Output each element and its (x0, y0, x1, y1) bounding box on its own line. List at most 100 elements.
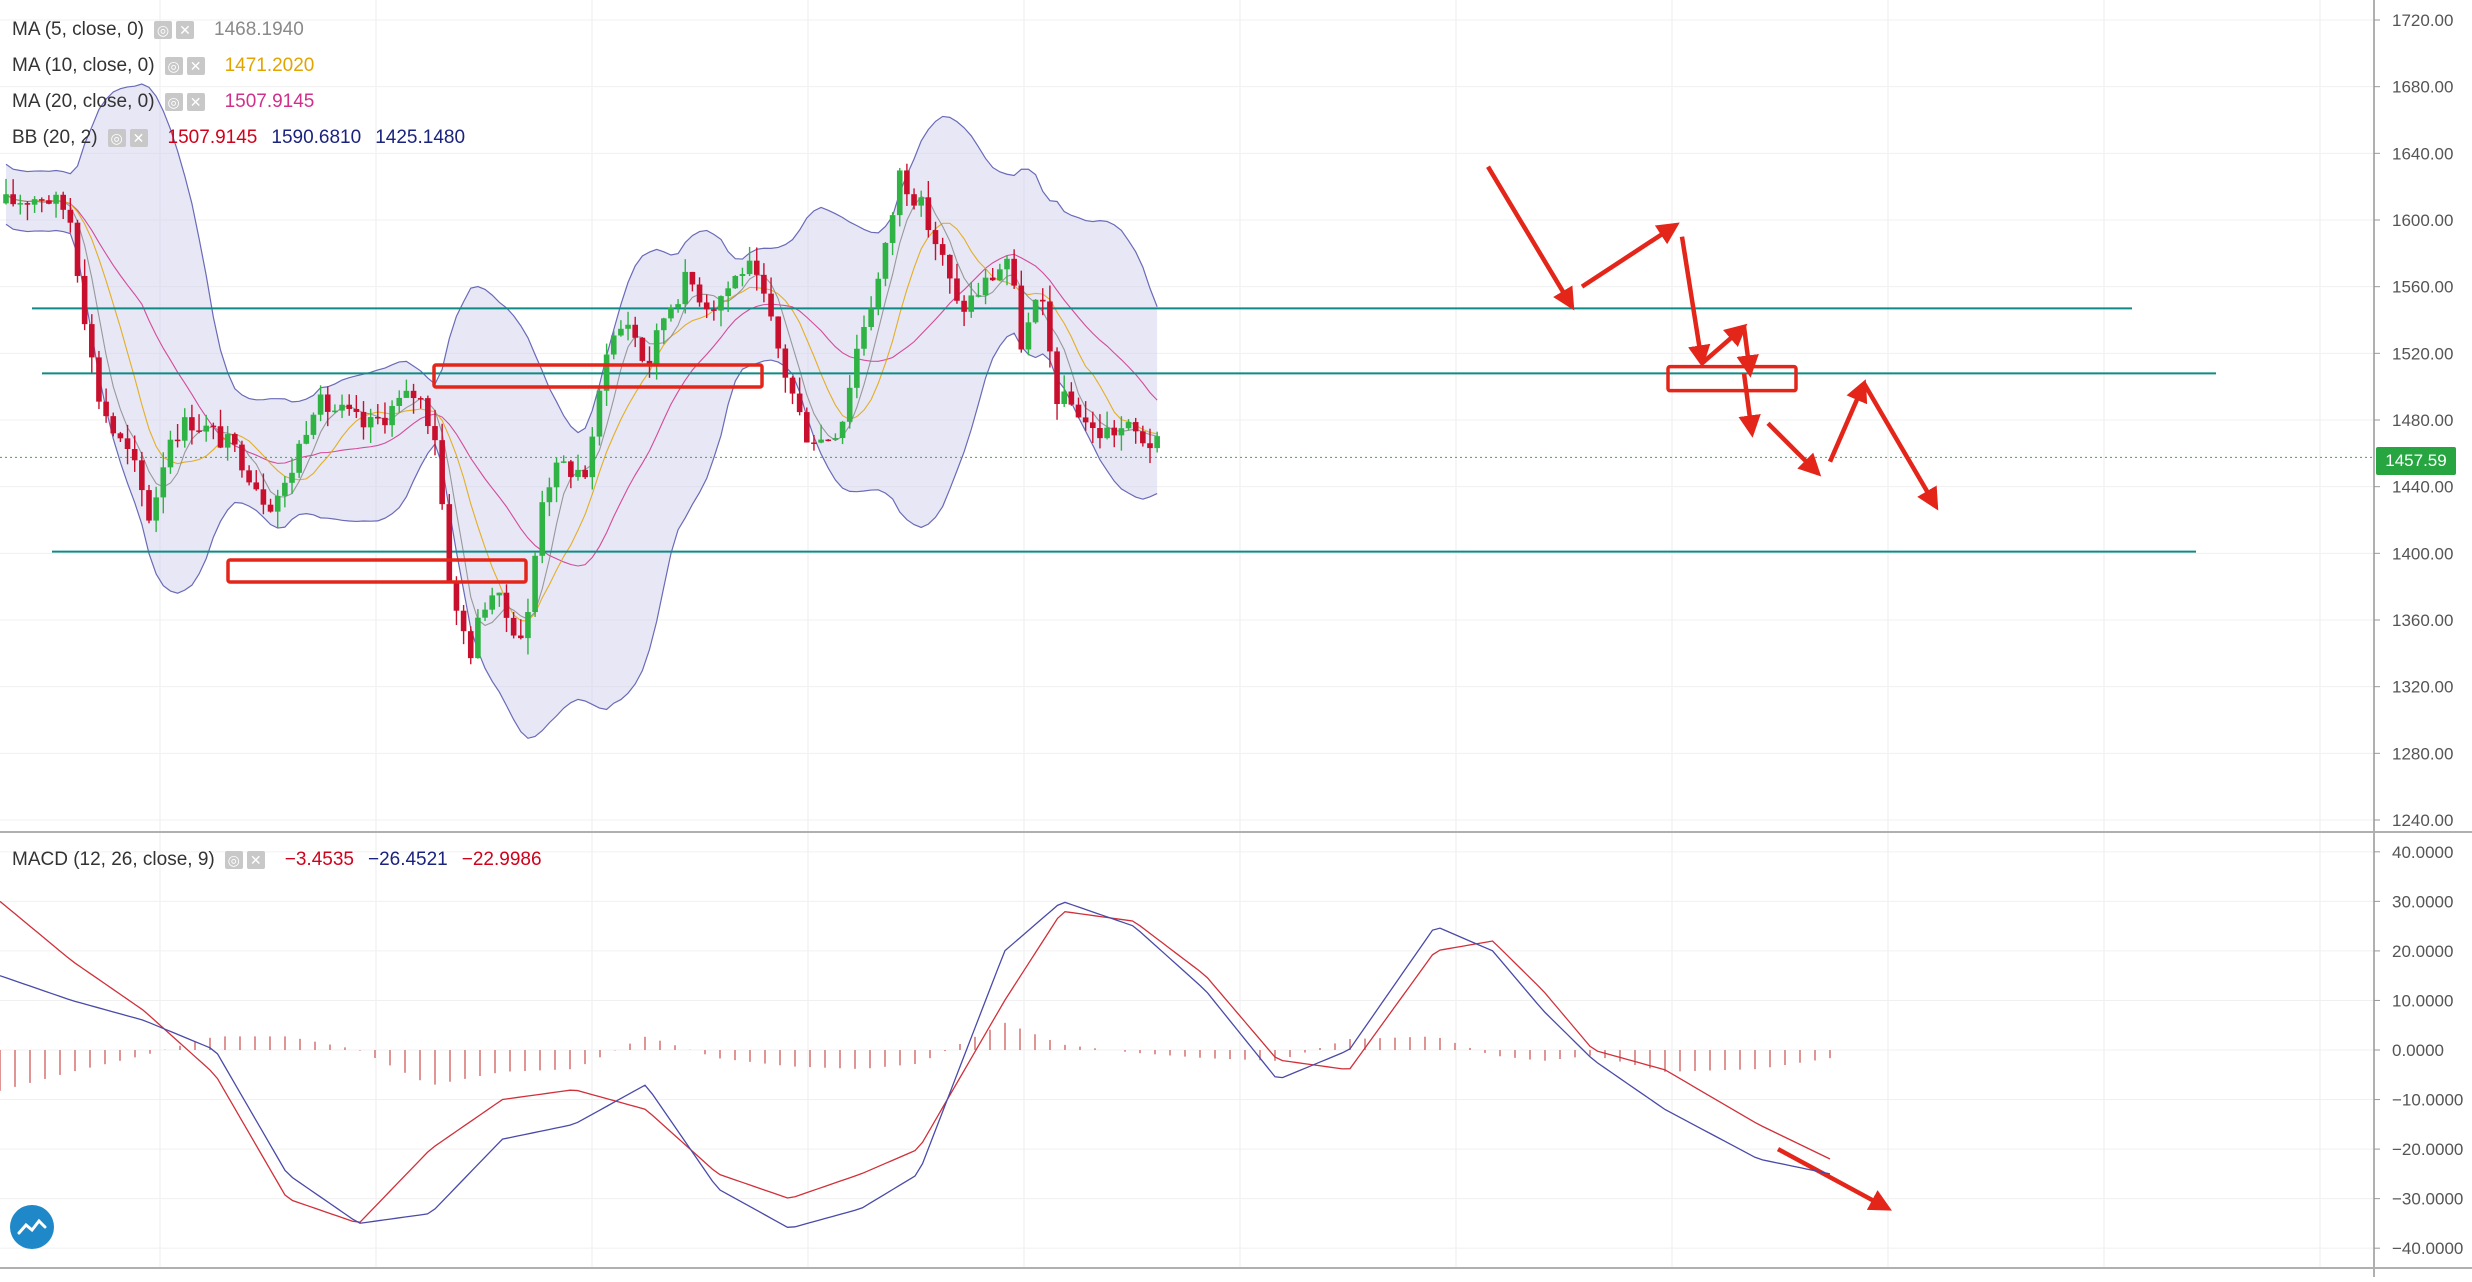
candle-body (31, 199, 38, 205)
bollinger-band-fill (6, 84, 1158, 739)
candle (525, 598, 531, 655)
candle-body (603, 354, 610, 391)
candle (804, 407, 810, 443)
candle (682, 259, 689, 314)
bb-upper-value: 1590.6810 (271, 127, 362, 148)
candle-body (618, 328, 624, 336)
trend-arrow (1827, 379, 1868, 463)
bb-basis-value: 1507.9145 (167, 127, 258, 148)
candle-body (482, 609, 488, 618)
macd-tick-label: 0.0000 (2392, 1041, 2444, 1060)
candle (153, 486, 159, 533)
candle (1147, 428, 1153, 464)
candle (346, 394, 352, 416)
candle (868, 296, 874, 331)
candle (203, 414, 209, 442)
candle (1097, 414, 1103, 449)
candle-body (196, 430, 202, 432)
candle-body (811, 442, 817, 444)
candle-body (417, 398, 424, 400)
candle (661, 317, 667, 345)
candle (947, 254, 953, 294)
candle-body (904, 170, 910, 195)
candle (846, 375, 853, 429)
close-icon[interactable]: ✕ (129, 129, 148, 147)
candle-body (582, 469, 588, 478)
candle-body (711, 309, 717, 311)
close-icon[interactable]: ✕ (246, 851, 265, 869)
eye-icon[interactable]: ◎ (224, 851, 243, 869)
macd-tick-label: 40.0000 (2392, 843, 2453, 862)
candle-body (1011, 258, 1017, 286)
macd-tick-label: 10.0000 (2392, 991, 2453, 1010)
ma10-value: 1471.2020 (224, 55, 315, 76)
candle (396, 390, 403, 413)
candle (296, 440, 302, 478)
candle (324, 386, 331, 427)
candle (339, 394, 345, 419)
candle (67, 198, 74, 233)
candle (1118, 416, 1125, 451)
candle (96, 350, 102, 410)
eye-icon[interactable]: ◎ (164, 93, 183, 111)
candle-body (896, 170, 903, 216)
macd-tick-label: 30.0000 (2392, 892, 2453, 911)
candle-body (1054, 351, 1060, 405)
candle (17, 194, 24, 215)
trend-arrow (1776, 1147, 1892, 1211)
candle-body (861, 327, 867, 349)
candle (732, 275, 739, 289)
candle (382, 402, 388, 434)
candle-body (732, 275, 739, 289)
candle (703, 294, 710, 319)
candle (131, 435, 138, 472)
candle (60, 191, 66, 220)
tradingview-logo-icon[interactable] (10, 1205, 54, 1249)
candle (904, 163, 910, 206)
candle (1132, 417, 1139, 444)
candle (510, 611, 517, 639)
close-icon[interactable]: ✕ (186, 57, 205, 75)
candle (232, 432, 238, 452)
candle (389, 400, 395, 437)
candle (317, 385, 324, 422)
candle (367, 408, 374, 443)
candle (939, 237, 946, 266)
candle (1075, 397, 1082, 419)
legend-label: MA (5, close, 0) (12, 19, 144, 40)
price-tick-label: 1400.00 (2392, 544, 2453, 563)
candle (467, 626, 474, 665)
candle (832, 433, 839, 441)
candle-body (718, 296, 724, 311)
candle-body (818, 439, 824, 443)
bb-lower-value: 1425.1480 (375, 127, 466, 148)
ma5-line (5, 193, 1158, 627)
candle-body (725, 288, 731, 297)
candle (761, 263, 767, 303)
candle-body (303, 434, 310, 444)
eye-icon[interactable]: ◎ (107, 129, 126, 147)
candle-body (124, 438, 131, 450)
candle-body (875, 278, 882, 309)
candle (954, 263, 960, 304)
eye-icon[interactable]: ◎ (154, 21, 172, 39)
close-icon[interactable]: ✕ (186, 93, 205, 111)
annotation-box (432, 363, 764, 389)
candle (124, 424, 131, 465)
candle-body (446, 504, 453, 581)
candle-body (432, 426, 438, 441)
close-icon[interactable]: ✕ (176, 21, 194, 39)
candle (975, 282, 982, 298)
candle-body (775, 316, 781, 349)
candle-body (610, 335, 617, 355)
candle (146, 484, 152, 524)
eye-icon[interactable]: ◎ (164, 57, 183, 75)
candle (746, 246, 753, 277)
trend-arrow (1738, 373, 1761, 438)
candle (839, 420, 846, 445)
candle (610, 330, 617, 360)
candle (1068, 382, 1075, 406)
candle (918, 190, 924, 217)
